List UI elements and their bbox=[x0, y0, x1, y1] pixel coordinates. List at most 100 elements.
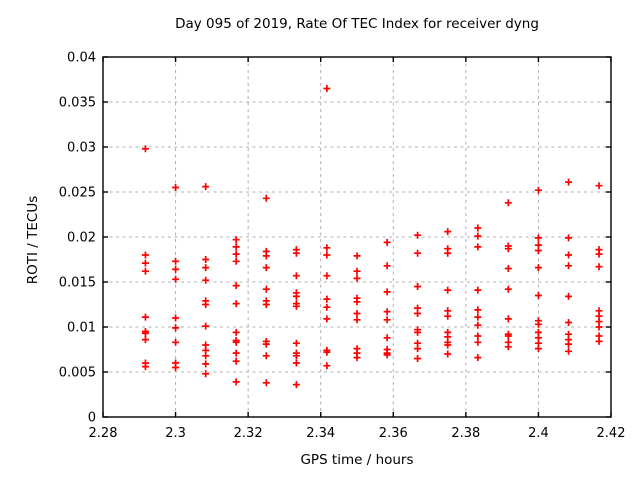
data-point-marker bbox=[353, 316, 361, 324]
data-point-marker bbox=[202, 301, 210, 308]
data-point-marker bbox=[141, 259, 149, 267]
data-point-marker bbox=[565, 234, 573, 242]
data-point-marker bbox=[534, 247, 542, 254]
data-point-marker bbox=[474, 243, 482, 251]
data-point-marker bbox=[141, 313, 149, 321]
data-point-marker bbox=[534, 345, 542, 353]
data-point-marker bbox=[141, 267, 149, 275]
data-point-marker bbox=[141, 145, 149, 153]
data-point-marker bbox=[383, 351, 391, 359]
y-tick-label: 0.035 bbox=[59, 96, 96, 111]
data-point-marker bbox=[504, 315, 512, 323]
data-point-marker bbox=[414, 249, 422, 257]
data-point-marker bbox=[292, 292, 300, 300]
x-tick-label: 2.28 bbox=[89, 426, 118, 441]
data-point-marker bbox=[262, 379, 270, 387]
data-point-marker bbox=[414, 231, 422, 239]
data-point-marker bbox=[565, 178, 573, 186]
data-point-marker bbox=[202, 352, 210, 360]
y-tick-label: 0 bbox=[88, 411, 96, 426]
data-point-marker bbox=[565, 262, 573, 270]
data-point-marker bbox=[262, 352, 270, 360]
data-point-marker bbox=[383, 238, 391, 246]
data-point-marker bbox=[323, 303, 331, 311]
data-point-marker bbox=[292, 272, 300, 280]
data-point-marker bbox=[383, 288, 391, 296]
data-point-marker bbox=[414, 345, 422, 353]
data-point-marker bbox=[202, 322, 210, 330]
data-point-marker bbox=[474, 332, 482, 340]
data-point-marker bbox=[565, 340, 573, 348]
data-point-marker bbox=[323, 244, 331, 252]
x-tick-label: 2.36 bbox=[379, 426, 408, 441]
data-point-marker bbox=[353, 298, 361, 306]
data-point-marker bbox=[202, 276, 210, 284]
data-point-marker bbox=[383, 262, 391, 270]
data-point-marker bbox=[172, 314, 180, 322]
data-point-marker bbox=[202, 264, 210, 272]
data-point-marker bbox=[141, 329, 149, 337]
data-point-marker bbox=[474, 286, 482, 294]
data-point-marker bbox=[141, 336, 149, 344]
y-tick-label: 0.04 bbox=[67, 51, 96, 66]
data-point-marker bbox=[172, 275, 180, 283]
data-point-marker bbox=[504, 343, 512, 351]
data-point-marker bbox=[444, 341, 452, 349]
x-axis-label: GPS time / hours bbox=[300, 452, 414, 468]
y-tick-label: 0.025 bbox=[59, 186, 96, 201]
data-point-marker bbox=[474, 354, 482, 362]
data-point-marker bbox=[383, 308, 391, 316]
y-tick-label: 0.03 bbox=[67, 141, 96, 156]
data-point-marker bbox=[474, 306, 482, 314]
data-point-marker bbox=[474, 313, 482, 321]
data-point-marker bbox=[414, 328, 422, 336]
data-point-marker bbox=[534, 264, 542, 272]
data-point-marker bbox=[323, 251, 331, 259]
data-point-marker bbox=[414, 355, 422, 362]
data-point-marker bbox=[232, 236, 240, 244]
data-point-marker bbox=[262, 194, 270, 202]
data-point-marker bbox=[504, 265, 512, 272]
data-point-marker bbox=[353, 252, 361, 260]
data-point-marker bbox=[565, 251, 573, 259]
data-point-marker bbox=[292, 359, 300, 367]
data-point-marker bbox=[534, 292, 542, 299]
data-point-marker bbox=[504, 245, 512, 253]
data-point-marker bbox=[232, 338, 240, 346]
data-point-marker bbox=[172, 364, 180, 371]
data-point-marker bbox=[534, 320, 542, 328]
data-point-marker bbox=[172, 338, 180, 346]
data-point-marker bbox=[232, 328, 240, 336]
data-point-marker bbox=[232, 357, 240, 365]
data-point-marker bbox=[172, 324, 180, 332]
data-point-marker bbox=[595, 323, 603, 331]
data-point-marker bbox=[172, 265, 180, 273]
data-point-marker bbox=[383, 334, 391, 342]
data-point-marker bbox=[202, 370, 210, 378]
data-point-marker bbox=[232, 349, 240, 357]
x-tick-label: 2.38 bbox=[451, 426, 480, 441]
data-point-marker bbox=[292, 302, 300, 310]
data-point-marker bbox=[444, 228, 452, 236]
data-point-marker bbox=[202, 360, 210, 368]
x-tick-label: 2.4 bbox=[528, 426, 549, 441]
data-point-marker bbox=[565, 319, 573, 326]
data-point-marker bbox=[474, 321, 482, 329]
data-point-marker bbox=[262, 264, 270, 272]
data-point-marker bbox=[323, 362, 331, 370]
y-tick-label: 0.015 bbox=[59, 276, 96, 291]
data-point-marker bbox=[504, 332, 512, 340]
data-point-marker bbox=[414, 283, 422, 290]
data-point-marker bbox=[353, 354, 361, 362]
data-point-marker bbox=[323, 315, 331, 323]
data-point-marker bbox=[323, 348, 331, 356]
data-point-marker bbox=[534, 186, 542, 194]
data-point-marker bbox=[323, 295, 331, 303]
data-point-marker bbox=[232, 243, 240, 251]
data-point-marker bbox=[444, 312, 452, 320]
y-tick-label: 0.02 bbox=[67, 231, 96, 246]
data-point-marker bbox=[141, 363, 149, 371]
data-point-marker bbox=[172, 257, 180, 265]
